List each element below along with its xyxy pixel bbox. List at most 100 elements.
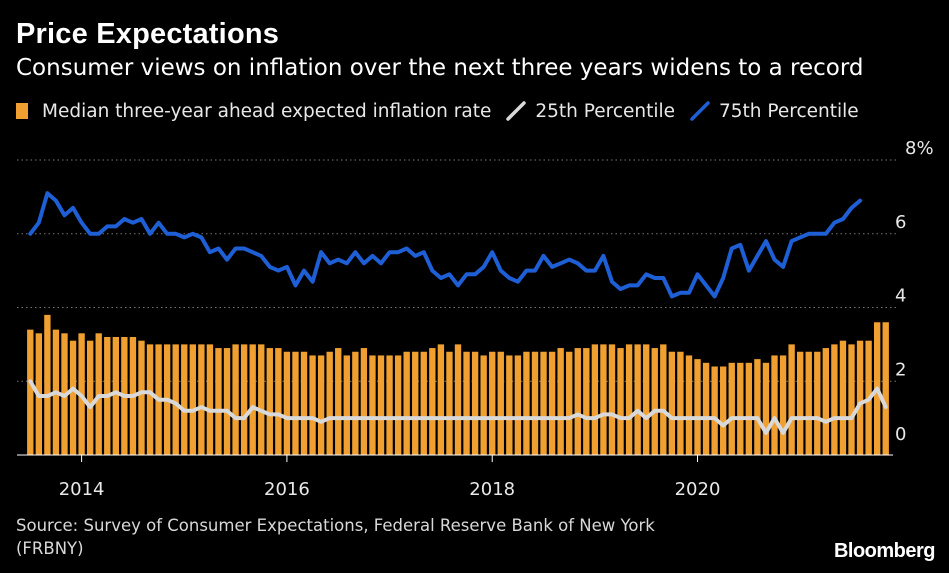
brand-logo: Bloomberg [833, 540, 936, 562]
legend: Median three-year ahead expected inflati… [16, 100, 873, 122]
median-bar [497, 351, 504, 455]
median-bar [617, 348, 624, 455]
p75-line [28, 191, 863, 299]
median-bar [814, 351, 821, 455]
median-bar [429, 348, 436, 455]
source-line-2: (FRBNY) [16, 539, 84, 558]
median-bar [856, 340, 864, 455]
median-bar [591, 344, 599, 455]
median-bar [822, 348, 830, 455]
median-bar [352, 351, 359, 455]
median-bar [394, 355, 402, 455]
median-bar [326, 351, 333, 455]
legend-swatch-p75 [690, 101, 710, 121]
chart-subtitle: Consumer views on inflation over the nex… [16, 55, 864, 81]
median-bar [189, 344, 196, 455]
median-bar [514, 355, 522, 455]
median-bar [471, 351, 479, 455]
legend-swatch-median [16, 103, 28, 119]
median-bar [771, 355, 778, 455]
median-bar [463, 351, 470, 455]
legend-label-p75: 75th Percentile [719, 100, 859, 122]
median-bar [574, 348, 581, 455]
y-tick-label: 2 [895, 359, 906, 380]
x-tick-label: 2020 [675, 479, 721, 500]
median-bar [677, 351, 684, 455]
median-bar [480, 355, 487, 455]
median-bar [506, 355, 513, 455]
median-bar [454, 344, 462, 455]
median-bar [694, 359, 701, 455]
median-bar [685, 355, 693, 455]
median-bar [540, 351, 547, 455]
median-bar [360, 348, 368, 455]
y-tick-label: 4 [895, 286, 906, 307]
median-bar [112, 337, 119, 455]
median-bar [317, 355, 325, 455]
median-bar [839, 340, 847, 455]
median-bar [625, 344, 633, 455]
median-bar [386, 355, 393, 455]
median-bar [805, 351, 812, 455]
median-bar [583, 348, 590, 455]
p25-line [28, 379, 888, 435]
median-bar [27, 329, 34, 455]
y-tick-label: 8% [905, 138, 934, 159]
median-bar [369, 355, 376, 455]
median-bar [600, 344, 607, 455]
median-bar [762, 362, 770, 455]
median-bar [668, 351, 676, 455]
median-bar [232, 344, 239, 455]
median-bar [728, 362, 735, 455]
median-bar [437, 344, 445, 455]
median-bar [797, 351, 804, 455]
median-bar [181, 344, 188, 455]
median-bar [300, 351, 308, 455]
median-bar [737, 362, 744, 455]
median-bar [377, 355, 385, 455]
median-bar [566, 351, 573, 455]
median-bar [779, 355, 787, 455]
median-bar [634, 344, 641, 455]
median-bar [788, 344, 795, 455]
median-bar [240, 344, 248, 455]
source-line-1: Source: Survey of Consumer Expectations,… [16, 516, 655, 535]
median-bar [446, 351, 453, 455]
median-bar [206, 344, 214, 455]
y-tick-label: 6 [895, 212, 906, 233]
median-bar [848, 344, 855, 455]
median-bar [557, 348, 564, 455]
median-bar [702, 362, 710, 455]
median-bar [489, 351, 496, 455]
median-bar [882, 322, 889, 455]
median-bar [86, 340, 94, 455]
median-bar [711, 366, 718, 455]
median-bar [420, 351, 427, 455]
source-note: Source: Survey of Consumer Expectations,… [16, 514, 655, 560]
median-bar [531, 351, 539, 455]
median-bar [266, 348, 273, 455]
median-bar [215, 348, 222, 455]
median-bar [643, 344, 650, 455]
median-bar [608, 344, 616, 455]
median-bar [523, 351, 530, 455]
x-tick-label: 2014 [59, 479, 105, 500]
legend-swatch-p25 [506, 101, 527, 121]
median-bar [309, 355, 316, 455]
legend-item-median: Median three-year ahead expected inflati… [16, 101, 491, 122]
median-bar [172, 344, 179, 455]
median-bar [660, 344, 667, 455]
median-bar [249, 344, 256, 455]
median-bar [831, 344, 838, 455]
median-bar [146, 344, 154, 455]
median-bar [258, 344, 265, 455]
median-bar [745, 362, 753, 455]
legend-item-p25: 25th Percentile [505, 100, 675, 122]
median-bar [223, 348, 231, 455]
median-bar [720, 366, 727, 455]
median-bar [403, 351, 410, 455]
median-bar [754, 359, 761, 455]
legend-label-p25: 25th Percentile [535, 100, 676, 122]
legend-label-median: Median three-year ahead expected inflati… [42, 100, 492, 122]
